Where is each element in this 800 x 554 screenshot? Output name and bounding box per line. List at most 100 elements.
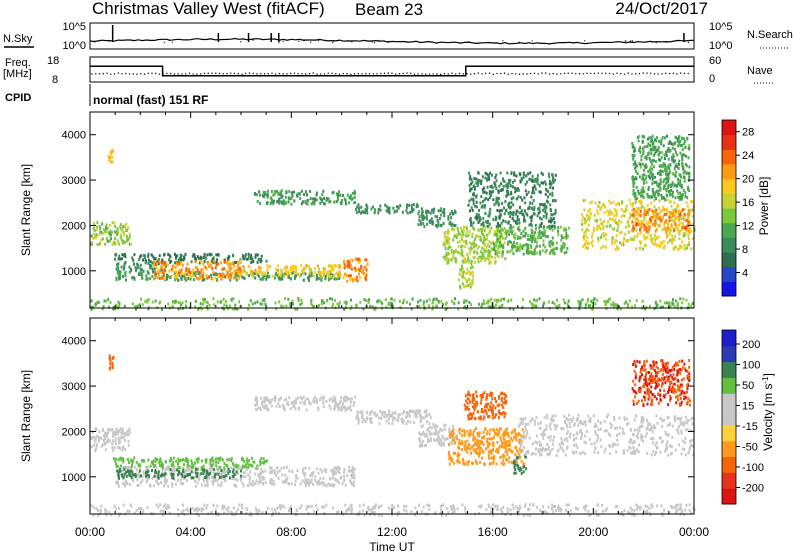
range-cell: [356, 279, 359, 283]
range-cell: [641, 220, 644, 224]
range-cell: [153, 263, 156, 267]
range-cell: [177, 268, 180, 272]
range-cell: [145, 274, 148, 278]
range-cell: [607, 213, 610, 217]
range-cell: [602, 225, 605, 229]
range-cell: [365, 418, 368, 421]
range-cell: [552, 186, 554, 190]
range-cell: [668, 302, 671, 306]
range-cell: [692, 214, 695, 218]
range-cell: [172, 265, 175, 269]
range-cell: [660, 138, 663, 142]
nave-dot: [308, 72, 311, 75]
range-cell: [248, 274, 251, 278]
range-cell: [273, 192, 276, 196]
nave-dot: [98, 73, 101, 75]
range-cell: [657, 244, 660, 248]
range-cell: [257, 257, 260, 261]
range-cell: [119, 225, 122, 229]
range-cell: [496, 247, 499, 251]
nave-dot: [260, 72, 262, 75]
range-cell: [585, 227, 588, 231]
range-cell: [646, 208, 649, 212]
range-cell: [494, 184, 497, 188]
range-cell: [662, 239, 665, 243]
range-cell: [157, 273, 160, 277]
range-cell: [118, 274, 120, 278]
range-cell: [391, 422, 394, 426]
range-cell: [402, 419, 405, 423]
range-cell: [322, 401, 325, 405]
range-cell: [488, 261, 491, 265]
range-cell: [505, 209, 507, 213]
range-cell: [184, 471, 187, 475]
range-cell: [614, 218, 617, 222]
range-cell: [340, 408, 343, 412]
range-cell: [255, 402, 258, 406]
range-cell: [301, 397, 304, 401]
range-cell: [644, 163, 647, 167]
range-cell: [535, 304, 538, 308]
range-cell: [638, 175, 641, 179]
range-cell: [478, 219, 481, 223]
range-cell: [119, 440, 122, 444]
range-cell: [199, 302, 202, 306]
range-cell: [231, 470, 234, 474]
range-cell: [184, 475, 187, 479]
range-cell: [352, 278, 355, 282]
range-cell: [674, 147, 676, 151]
range-cell: [551, 193, 554, 197]
range-cell: [214, 266, 217, 270]
range-cell: [112, 355, 115, 359]
range-cell: [677, 182, 680, 186]
range-cell: [156, 458, 159, 462]
range-cell: [341, 482, 344, 486]
range-cell: [581, 228, 584, 232]
range-cell: [652, 159, 655, 163]
range-cell: [335, 271, 338, 275]
range-cell: [460, 233, 463, 237]
range-cell: [131, 460, 134, 464]
range-cell: [141, 459, 144, 462]
range-cell: [670, 183, 672, 187]
range-cell: [277, 476, 280, 480]
range-cell: [142, 470, 145, 474]
range-cell: [269, 471, 272, 475]
range-cell: [351, 397, 353, 401]
range-cell: [437, 223, 440, 227]
range-cell: [317, 482, 320, 486]
range-cell: [489, 190, 492, 194]
range-cell: [287, 273, 290, 277]
range-cell: [489, 185, 492, 189]
range-cell: [329, 297, 331, 301]
range-cell: [678, 217, 680, 221]
range-cell: [539, 203, 542, 207]
range-cell: [219, 272, 222, 276]
range-cell: [648, 168, 651, 172]
range-cell: [487, 249, 490, 253]
range-cell: [491, 240, 494, 244]
range-cell: [616, 307, 619, 311]
nave-dot: [245, 72, 247, 74]
nsearch-dot: [584, 40, 586, 42]
range-cell: [546, 235, 549, 239]
range-cell: [418, 215, 421, 219]
range-cell: [284, 479, 287, 483]
range-cell: [520, 210, 523, 214]
range-cell: [310, 480, 313, 484]
range-cell: [525, 193, 528, 197]
range-cell: [113, 446, 116, 450]
range-cell: [499, 236, 502, 240]
range-cell: [130, 467, 133, 471]
range-cell: [300, 273, 303, 277]
range-cell: [482, 299, 485, 303]
range-cell: [495, 244, 498, 248]
range-cell: [304, 201, 307, 205]
range-cell: [98, 439, 101, 443]
range-cell: [669, 228, 672, 232]
range-cell: [371, 409, 374, 413]
range-cell: [511, 229, 514, 233]
range-cell: [480, 231, 483, 235]
range-cell: [270, 466, 273, 470]
range-cell: [682, 176, 685, 179]
